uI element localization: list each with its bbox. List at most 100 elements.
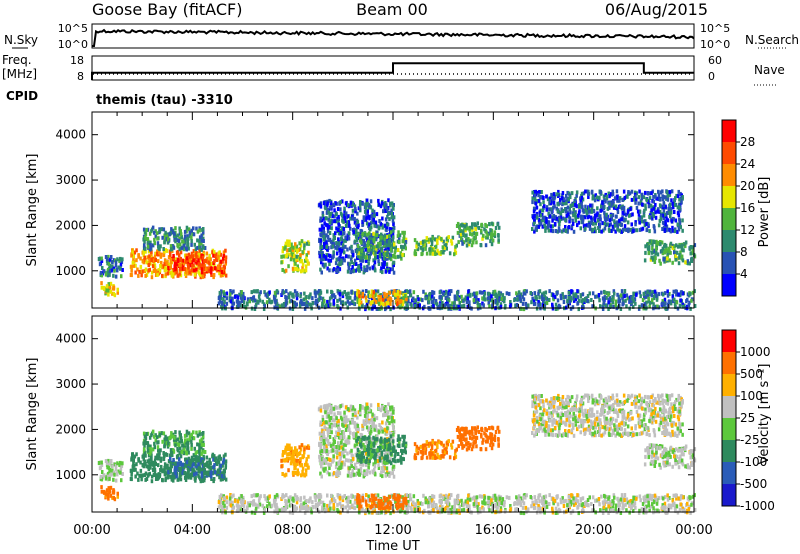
echo-cell — [325, 240, 328, 245]
echo-cell — [183, 237, 186, 242]
echo-cell — [675, 300, 679, 305]
echo-cell — [345, 424, 349, 429]
echo-cell — [638, 209, 642, 214]
range-tick-label: 4000 — [55, 128, 86, 142]
echo-cell — [365, 221, 369, 226]
echo-cell — [377, 301, 381, 306]
echo-cell — [200, 445, 203, 450]
echo-cell — [319, 201, 323, 206]
echo-cell — [322, 253, 325, 258]
cpid-label: CPID — [6, 89, 38, 103]
echo-cell — [131, 250, 134, 255]
echo-cell — [550, 210, 553, 215]
echo-cell — [648, 239, 652, 244]
echo-cell — [649, 210, 653, 215]
echo-cell — [338, 267, 342, 272]
echo-cell — [551, 229, 555, 234]
echo-cell — [190, 242, 193, 247]
echo-cell — [164, 266, 167, 271]
echo-cell — [132, 263, 135, 268]
echo-cell — [131, 454, 134, 459]
echo-cell — [377, 298, 381, 303]
echo-cell — [392, 260, 395, 265]
echo-cell — [219, 268, 222, 273]
echo-cell — [361, 291, 364, 296]
echo-cell — [291, 307, 295, 311]
echo-cell — [189, 254, 193, 259]
echo-cell — [337, 429, 341, 434]
echo-cell — [545, 194, 548, 199]
freq-label-2: [MHz] — [2, 67, 37, 81]
echo-cell — [680, 248, 684, 253]
echo-cell — [388, 421, 391, 426]
echo-cell — [168, 249, 172, 254]
echo-cell — [688, 261, 691, 266]
echo-cell — [238, 300, 241, 305]
echo-cell — [653, 289, 657, 294]
echo-cell — [541, 218, 544, 223]
echo-cell — [681, 304, 685, 309]
echo-cell — [193, 268, 196, 273]
echo-cell — [294, 242, 297, 247]
echo-cell — [289, 450, 293, 455]
echo-cell — [650, 250, 653, 255]
echo-cell — [313, 290, 317, 295]
echo-cell — [352, 301, 356, 306]
echo-cell — [112, 291, 115, 296]
echo-cell — [391, 205, 395, 210]
echo-cell — [316, 299, 319, 304]
echo-cell — [219, 259, 222, 264]
echo-cell — [112, 489, 116, 494]
echo-cell — [534, 201, 538, 206]
echo-cell — [172, 245, 176, 250]
echo-cell — [376, 289, 380, 294]
echo-cell — [662, 203, 666, 208]
echo-cell — [480, 290, 483, 295]
echo-cell — [558, 201, 561, 206]
echo-cell — [603, 216, 607, 221]
echo-cell — [211, 454, 214, 459]
echo-cell — [665, 211, 669, 216]
echo-cell — [637, 212, 641, 217]
echo-cell — [195, 226, 198, 231]
echo-cell — [376, 244, 379, 249]
echo-cell — [322, 237, 326, 242]
echo-cell — [104, 255, 108, 259]
echo-cell — [383, 223, 387, 228]
echo-cell — [330, 245, 333, 250]
echo-cell — [290, 298, 293, 303]
echo-cell — [107, 463, 111, 467]
echo-cell — [150, 249, 153, 254]
echo-cell — [634, 222, 637, 227]
echo-cell — [667, 299, 671, 304]
echo-cell — [370, 292, 374, 297]
echo-cell — [591, 228, 595, 232]
echo-cell — [358, 206, 362, 211]
echo-cell — [176, 273, 179, 278]
echo-cell — [675, 289, 678, 294]
echo-cell — [634, 194, 637, 199]
echo-cell — [288, 447, 291, 452]
echo-cell — [652, 239, 655, 244]
echo-cell — [594, 193, 597, 198]
echo-cell — [394, 295, 397, 300]
echo-cell — [347, 424, 351, 428]
echo-cell — [327, 217, 330, 222]
echo-cell — [396, 289, 400, 294]
echo-cell — [533, 216, 536, 221]
echo-cell — [213, 266, 217, 271]
echo-cell — [280, 260, 283, 265]
echo-cell — [399, 296, 402, 301]
echo-cell — [530, 300, 533, 305]
echo-cell — [218, 290, 222, 295]
echo-cell — [343, 209, 346, 214]
echo-cell — [144, 249, 147, 254]
echo-cell — [581, 217, 585, 222]
echo-cell — [230, 290, 234, 295]
echo-cell — [116, 491, 119, 496]
echo-cell — [224, 477, 228, 482]
echo-cell — [476, 300, 479, 305]
echo-cell — [322, 231, 326, 235]
echo-cell — [392, 474, 396, 479]
echo-cell — [644, 203, 647, 208]
